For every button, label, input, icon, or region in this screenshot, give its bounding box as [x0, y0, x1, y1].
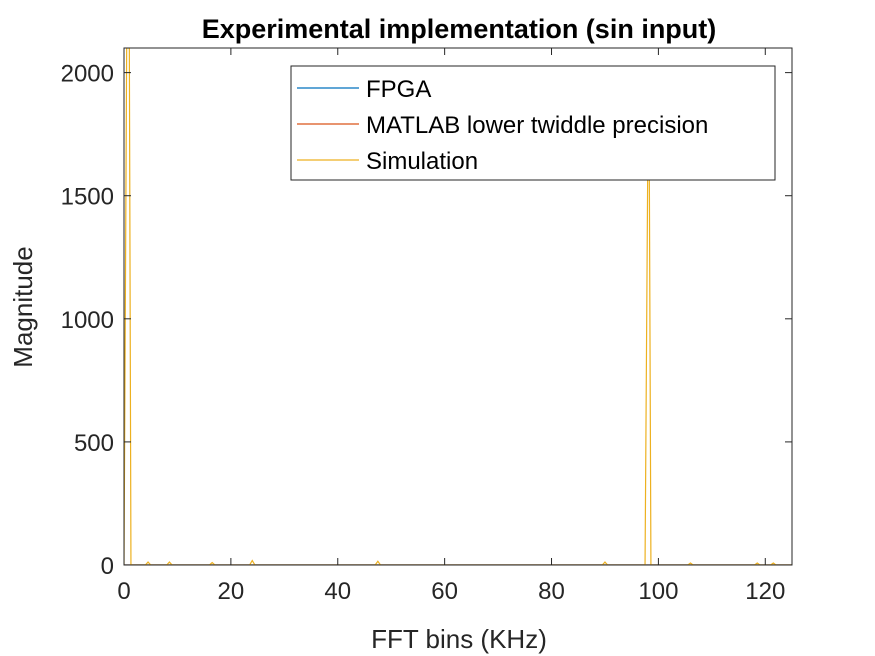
legend: FPGA MATLAB lower twiddle precision Simula… [290, 65, 776, 181]
axes: 0 20 40 60 80 100 120 0 500 1000 1500 2000 [61, 47, 793, 605]
axes-box [123, 47, 793, 566]
x-tick-label: 100 [638, 578, 678, 605]
x-tick-label: 40 [324, 578, 351, 605]
x-tick-label: 80 [538, 578, 565, 605]
x-axis-label: FFT bins (KHz) [371, 624, 547, 654]
legend-box [290, 65, 776, 181]
legend-entry-label: Simulation [366, 148, 478, 175]
x-tick-label: 120 [745, 578, 785, 605]
x-tick-label: 20 [218, 578, 245, 605]
legend-entry-label: MATLAB lower twiddle precision [366, 112, 708, 139]
legend-entry-label: FPGA [366, 76, 431, 103]
y-tick-label: 1500 [61, 184, 114, 211]
y-tick-label: 0 [101, 553, 114, 580]
x-tick-label: 60 [431, 578, 458, 605]
x-tick-label: 0 [117, 578, 130, 605]
y-tick-label: 500 [74, 430, 114, 457]
chart-title: Experimental implementation (sin input) [202, 14, 717, 44]
y-tick-label: 2000 [61, 61, 114, 88]
y-tick-label: 1000 [61, 307, 114, 334]
y-axis-label: Magnitude [8, 246, 38, 367]
